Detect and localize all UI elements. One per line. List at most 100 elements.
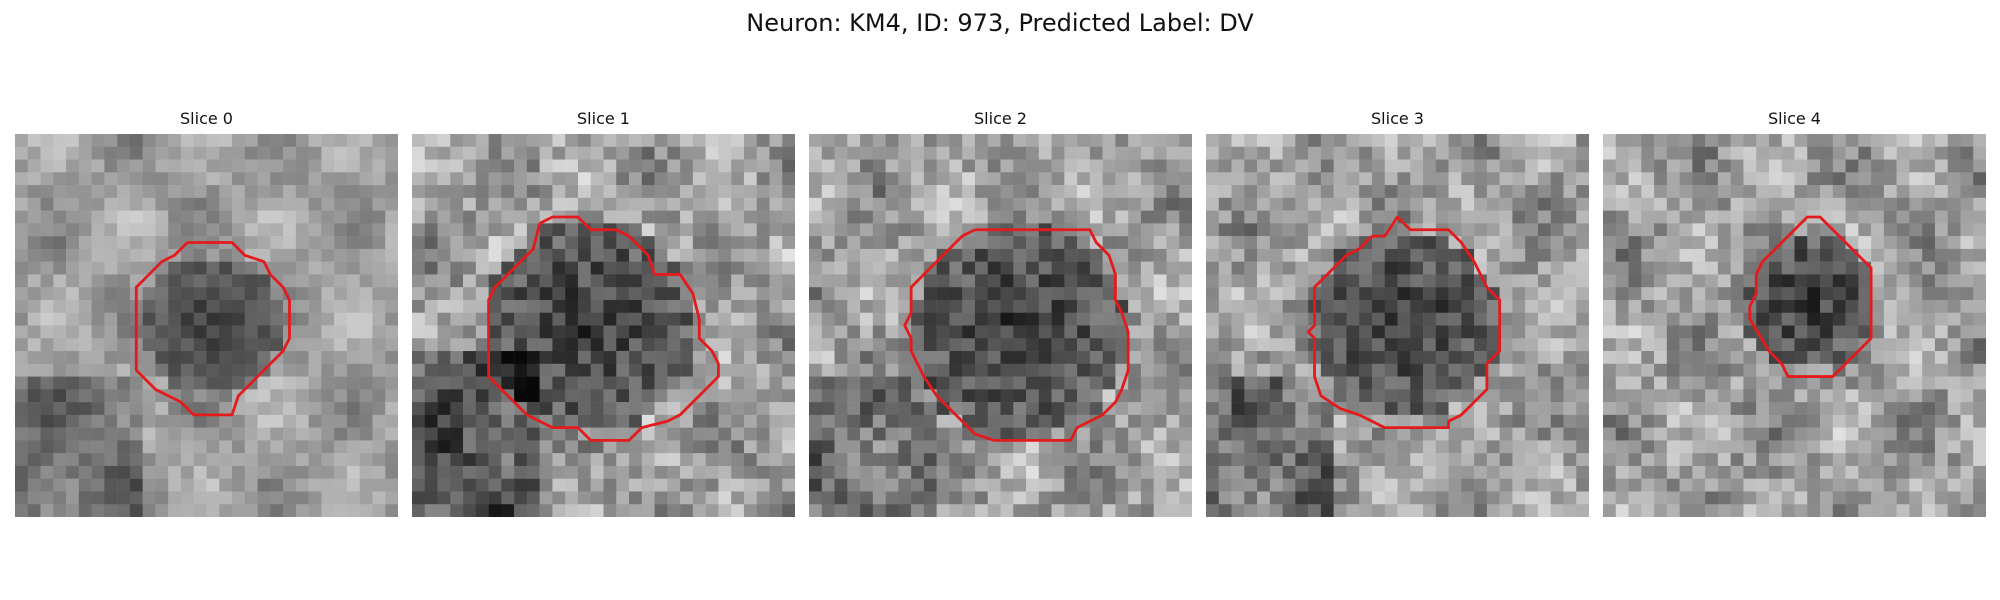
pixel [552, 274, 565, 287]
pixel [476, 134, 489, 147]
pixel [1077, 249, 1090, 262]
pixel [873, 440, 886, 453]
pixel [1179, 211, 1192, 224]
pixel [860, 479, 873, 492]
pixel [104, 338, 117, 351]
pixel [270, 389, 283, 402]
pixel [245, 313, 258, 326]
pixel [616, 262, 629, 275]
pixel [1705, 262, 1718, 275]
pixel [1206, 287, 1219, 300]
pixel [1782, 326, 1795, 339]
pixel [1680, 198, 1693, 211]
pixel [1616, 479, 1629, 492]
pixel [1820, 338, 1833, 351]
pixel [79, 172, 92, 185]
pixel [1884, 491, 1897, 504]
pixel [1820, 274, 1833, 287]
pixel [1538, 249, 1551, 262]
pixel [718, 364, 731, 377]
pixel [552, 338, 565, 351]
pixel [873, 313, 886, 326]
pixel [578, 262, 591, 275]
pixel [578, 249, 591, 262]
pixel [92, 453, 105, 466]
pixel [1654, 440, 1667, 453]
pixel [347, 377, 360, 390]
pixel [309, 262, 322, 275]
pixel [143, 415, 156, 428]
pixel [15, 389, 28, 402]
pixel [181, 440, 194, 453]
pixel [604, 491, 617, 504]
pixel [463, 453, 476, 466]
pixel [1525, 364, 1538, 377]
pixel [334, 147, 347, 160]
pixel [822, 262, 835, 275]
pixel [1257, 160, 1270, 173]
pixel [847, 326, 860, 339]
pixel [782, 428, 795, 441]
pixel [1449, 428, 1462, 441]
pixel [1128, 313, 1141, 326]
pixel [155, 440, 168, 453]
pixel [66, 338, 79, 351]
pixel [1551, 211, 1564, 224]
pixel [924, 466, 937, 479]
pixel [1692, 326, 1705, 339]
pixel [321, 377, 334, 390]
pixel [1334, 504, 1347, 517]
pixel [1705, 326, 1718, 339]
grayscale-pixel-grid [809, 134, 1192, 517]
pixel [53, 198, 66, 211]
pixel [1154, 287, 1167, 300]
pixel [1064, 440, 1077, 453]
pixel [258, 313, 271, 326]
pixel [334, 172, 347, 185]
pixel [1372, 389, 1385, 402]
pixel [1731, 134, 1744, 147]
pixel [1667, 466, 1680, 479]
pixel [642, 211, 655, 224]
pixel [168, 134, 181, 147]
pixel [155, 428, 168, 441]
pixel [1563, 440, 1576, 453]
pixel [219, 415, 232, 428]
pixel [1077, 479, 1090, 492]
pixel [1013, 287, 1026, 300]
pixel [860, 160, 873, 173]
pixel [949, 262, 962, 275]
pixel [194, 223, 207, 236]
pixel [552, 351, 565, 364]
pixel [1166, 453, 1179, 466]
pixel [143, 249, 156, 262]
pixel [680, 313, 693, 326]
pixel [296, 287, 309, 300]
pixel [130, 160, 143, 173]
pixel [1667, 338, 1680, 351]
pixel [1257, 402, 1270, 415]
pixel [1487, 236, 1500, 249]
pixel [1731, 364, 1744, 377]
pixel [1795, 172, 1808, 185]
pixel [283, 147, 296, 160]
pixel [1551, 440, 1564, 453]
pixel [143, 236, 156, 249]
pixel [181, 185, 194, 198]
pixel [1206, 351, 1219, 364]
pixel [1680, 479, 1693, 492]
pixel [1385, 236, 1398, 249]
pixel [667, 160, 680, 173]
pixel [258, 402, 271, 415]
pixel [1833, 211, 1846, 224]
pixel [476, 223, 489, 236]
pixel [1321, 466, 1334, 479]
pixel [66, 326, 79, 339]
pixel [501, 466, 514, 479]
pixel [1385, 415, 1398, 428]
pixel [1295, 313, 1308, 326]
pixel [1603, 504, 1616, 517]
pixel [1410, 428, 1423, 441]
pixel [1141, 415, 1154, 428]
pixel [911, 402, 924, 415]
